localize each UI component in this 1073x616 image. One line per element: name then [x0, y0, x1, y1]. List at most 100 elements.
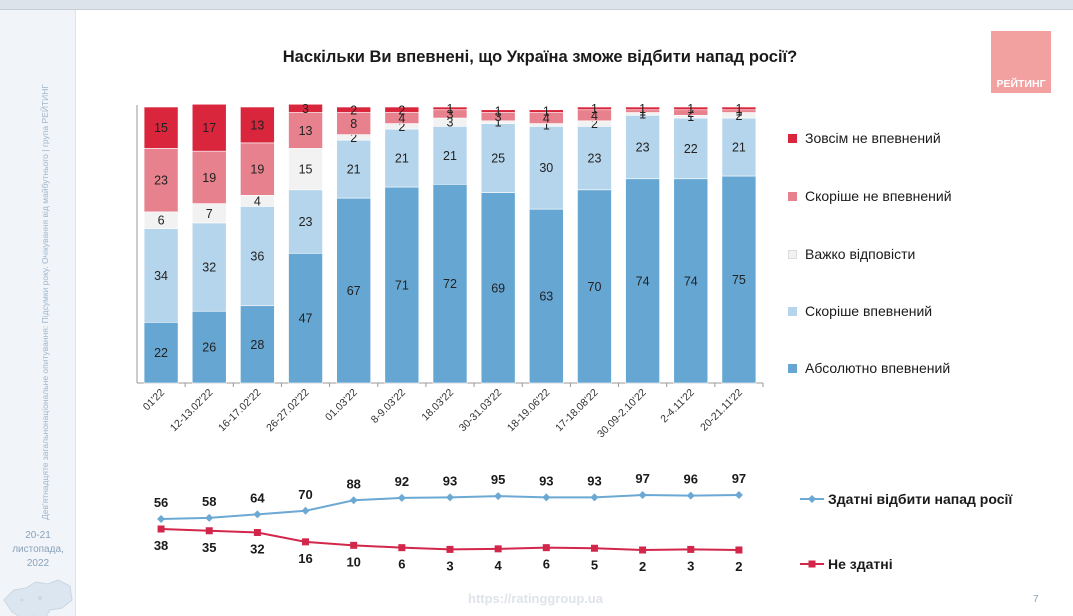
bar-value-label: 34 — [154, 269, 168, 283]
x-tick-label: 18.03'22 — [419, 387, 456, 424]
bar-value-label: 28 — [250, 338, 264, 352]
legend-unable: Не здатні — [800, 555, 893, 573]
bar-segment-rather-confident — [432, 126, 468, 185]
point-able — [205, 513, 214, 522]
bar-value-label: 7 — [206, 207, 213, 221]
bar-segment-not-at-all — [577, 106, 612, 111]
point-label-unable: 3 — [687, 558, 694, 573]
point-label-able: 88 — [346, 476, 360, 491]
bar-value-label: 75 — [732, 273, 746, 287]
bar-value-label: 1 — [639, 107, 646, 121]
bar-value-label: 2 — [398, 103, 405, 117]
bar-value-label: 1 — [495, 105, 502, 119]
bar-value-label: 69 — [491, 281, 505, 295]
point-able — [446, 493, 454, 502]
bar-value-label: 1 — [687, 102, 694, 116]
bar-value-label: 8 — [350, 117, 357, 131]
point-unable — [735, 546, 743, 554]
x-tick-label: 30.09-2.10'22 — [595, 387, 649, 441]
point-label-able: 97 — [732, 471, 746, 486]
legend-swatch-absolutely — [788, 363, 797, 373]
point-label-able: 70 — [298, 487, 312, 502]
bar-value-label: 21 — [347, 163, 361, 177]
bar-value-label: 21 — [443, 149, 457, 163]
bar-value-label: 22 — [154, 346, 168, 360]
point-label-unable: 6 — [543, 557, 550, 572]
x-tick-label: 12-13.02'22 — [168, 387, 216, 435]
bar-segment-absolutely — [673, 178, 709, 384]
point-able — [494, 492, 503, 501]
bar-value-label: 3 — [447, 107, 454, 121]
bar-segment-rather-confident — [336, 139, 371, 199]
bar-value-label: 3 — [302, 102, 309, 116]
bar-value-label: 25 — [491, 152, 505, 166]
bar-value-label: 23 — [588, 152, 602, 166]
point-able — [253, 510, 262, 519]
bar-value-label: 36 — [250, 250, 264, 264]
legend-absolutely: Абсолютно впевнений — [788, 360, 950, 376]
bar-value-label: 1 — [735, 105, 742, 119]
bar-value-label: 32 — [202, 261, 216, 275]
bar-value-label: 19 — [250, 163, 264, 177]
bar-segment-not-at-all — [432, 106, 468, 111]
bar-value-label: 71 — [395, 279, 409, 293]
legend-rather-not: Скоріше не впевнений — [788, 188, 952, 204]
point-unable — [590, 544, 598, 552]
bar-segment-not-at-all — [673, 106, 709, 111]
bar-segment-rather-confident — [529, 126, 564, 210]
bar-value-label: 1 — [591, 102, 598, 116]
bar-segment-not-at-all — [191, 103, 227, 152]
ukraine-map-icon — [3, 579, 73, 616]
point-label-able: 58 — [202, 494, 216, 509]
point-label-unable: 35 — [202, 540, 216, 555]
bar-value-label: 1 — [447, 102, 454, 116]
bar-value-label: 23 — [636, 141, 650, 155]
bar-value-label: 2 — [687, 106, 694, 120]
x-tick-label: 8-9.03'22 — [369, 387, 408, 426]
bar-segment-rather-confident — [384, 128, 420, 188]
legend-label-rather-not: Скоріше не впевнений — [805, 188, 952, 204]
page-number: 7 — [1033, 594, 1039, 605]
point-able — [686, 491, 695, 500]
point-label-unable: 4 — [495, 558, 503, 573]
bar-value-label: 1 — [639, 105, 646, 119]
footer-url[interactable]: https://ratinggroup.ua — [468, 591, 604, 606]
x-tick-label: 30-31.03'22 — [457, 387, 505, 435]
bar-value-label: 3 — [447, 116, 454, 130]
bar-segment-absolutely — [240, 305, 275, 384]
bar-segment-rather-confident — [288, 189, 323, 254]
bar-value-label: 21 — [395, 152, 409, 166]
bar-value-label: 15 — [299, 163, 313, 177]
legend-label-hard: Важко відповісти — [805, 246, 916, 262]
bar-value-label: 2 — [398, 120, 405, 134]
point-unable — [446, 545, 454, 553]
legend-label-not-at-all: Зовсім не впевнений — [805, 130, 941, 146]
bar-value-label: 26 — [202, 341, 216, 355]
bar-segment-not-at-all — [480, 109, 516, 113]
bar-segment-absolutely — [625, 178, 660, 384]
logo-text: РЕЙТИНГ — [996, 78, 1046, 90]
point-label-able: 93 — [443, 473, 457, 488]
legend-label-rather-confident: Скоріше впевнений — [805, 303, 933, 319]
point-unable — [205, 527, 213, 535]
point-label-unable: 2 — [639, 559, 646, 574]
x-tick-label: 20-21.11'22 — [698, 387, 745, 434]
bar-value-label: 2 — [735, 109, 742, 123]
legend-able: Здатні відбити напад росії — [800, 490, 1012, 508]
bar-value-label: 22 — [684, 142, 698, 156]
bar-segment-not-at-all — [143, 106, 179, 149]
point-unable — [494, 545, 502, 553]
point-unable — [639, 546, 647, 554]
rating-logo: РЕЙТИНГ — [991, 31, 1051, 93]
legend-swatch-rather-not — [788, 191, 797, 201]
point-label-unable: 3 — [446, 558, 453, 573]
bar-segment-absolutely — [577, 189, 612, 384]
x-tick-label: 17-18.08'22 — [553, 387, 601, 435]
bar-segment-absolutely — [191, 310, 227, 384]
bar-value-label: 74 — [684, 274, 698, 288]
point-unable — [302, 538, 310, 546]
bar-value-label: 13 — [299, 124, 313, 138]
point-able — [638, 491, 647, 499]
legend-not-at-all: Зовсім не впевнений — [788, 130, 941, 146]
point-able — [349, 496, 358, 505]
